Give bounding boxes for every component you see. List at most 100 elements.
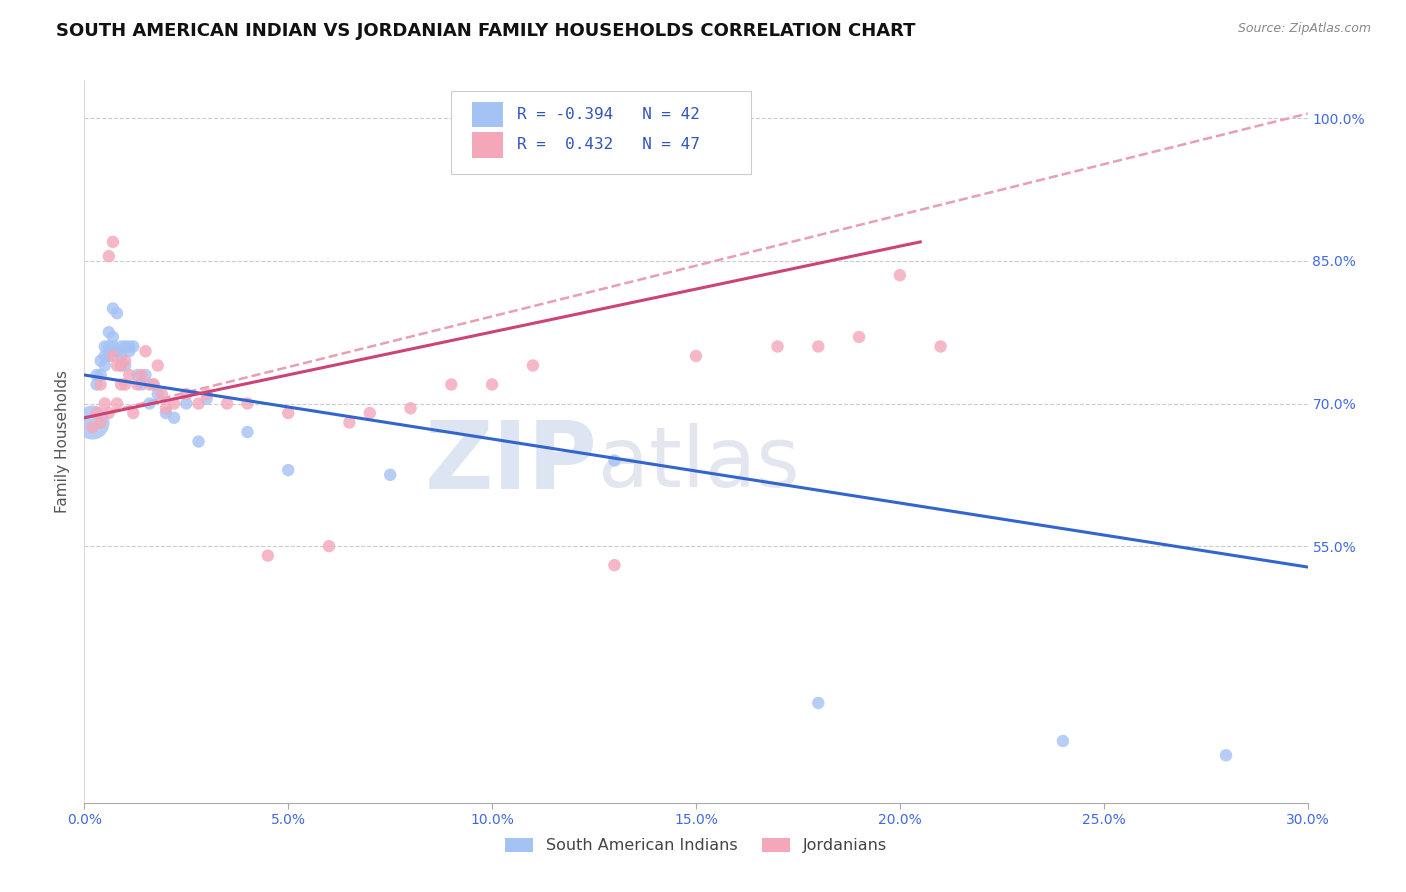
Point xyxy=(110,359,132,373)
Point xyxy=(1215,748,1237,763)
FancyBboxPatch shape xyxy=(451,91,751,174)
Point xyxy=(82,420,104,434)
Point xyxy=(339,416,361,430)
Point xyxy=(82,416,104,430)
Point xyxy=(766,339,789,353)
Point xyxy=(93,339,115,353)
Point xyxy=(110,349,132,363)
Point xyxy=(603,558,626,573)
Point xyxy=(97,339,120,353)
Point xyxy=(105,396,128,410)
Point xyxy=(481,377,503,392)
Point xyxy=(105,306,128,320)
Point xyxy=(122,406,145,420)
Point xyxy=(195,387,218,401)
Legend: South American Indians, Jordanians: South American Indians, Jordanians xyxy=(498,831,894,860)
Bar xyxy=(472,102,503,128)
Point xyxy=(138,377,160,392)
Point xyxy=(195,392,218,406)
Point xyxy=(118,368,141,382)
Point xyxy=(163,410,186,425)
Point xyxy=(318,539,340,553)
Point xyxy=(685,349,707,363)
Point xyxy=(138,396,160,410)
Text: atlas: atlas xyxy=(598,423,800,504)
Point xyxy=(127,377,149,392)
Point xyxy=(97,249,120,263)
Point xyxy=(359,406,381,420)
Point xyxy=(174,396,197,410)
Point xyxy=(118,344,141,359)
Y-axis label: Family Households: Family Households xyxy=(55,370,70,513)
Point xyxy=(257,549,280,563)
Point xyxy=(150,387,173,401)
Point xyxy=(86,406,108,420)
Text: SOUTH AMERICAN INDIAN VS JORDANIAN FAMILY HOUSEHOLDS CORRELATION CHART: SOUTH AMERICAN INDIAN VS JORDANIAN FAMIL… xyxy=(56,22,915,40)
Point xyxy=(97,325,120,339)
Point xyxy=(114,353,136,368)
Point xyxy=(110,377,132,392)
Point xyxy=(277,463,299,477)
Point xyxy=(105,359,128,373)
Text: Source: ZipAtlas.com: Source: ZipAtlas.com xyxy=(1237,22,1371,36)
Point xyxy=(146,359,169,373)
Point xyxy=(236,396,259,410)
Point xyxy=(1052,734,1074,748)
Point xyxy=(114,359,136,373)
Point xyxy=(97,406,120,420)
Point xyxy=(90,353,112,368)
Point xyxy=(142,377,165,392)
Point xyxy=(399,401,422,416)
Point xyxy=(101,339,124,353)
Text: R = -0.394   N = 42: R = -0.394 N = 42 xyxy=(517,107,700,122)
Point xyxy=(807,696,830,710)
Point xyxy=(105,344,128,359)
Point xyxy=(114,377,136,392)
Point xyxy=(90,416,112,430)
Point xyxy=(187,396,209,410)
Point xyxy=(93,349,115,363)
Point xyxy=(277,406,299,420)
Point xyxy=(122,339,145,353)
Point xyxy=(101,235,124,249)
Point xyxy=(90,368,112,382)
Point xyxy=(380,467,402,482)
Point xyxy=(93,359,115,373)
Point xyxy=(110,359,132,373)
Text: R =  0.432   N = 47: R = 0.432 N = 47 xyxy=(517,137,700,153)
Point xyxy=(155,406,177,420)
Point xyxy=(86,368,108,382)
Point xyxy=(807,339,830,353)
Point xyxy=(440,377,463,392)
Point xyxy=(93,396,115,410)
Point xyxy=(118,339,141,353)
Point xyxy=(110,339,132,353)
Point xyxy=(101,349,124,363)
Point xyxy=(142,377,165,392)
Point xyxy=(929,339,952,353)
Point xyxy=(131,377,153,392)
Point xyxy=(848,330,870,344)
Point xyxy=(522,359,544,373)
Bar xyxy=(472,132,503,158)
Point xyxy=(101,330,124,344)
Point xyxy=(163,396,186,410)
Point xyxy=(127,368,149,382)
Point xyxy=(135,344,157,359)
Point xyxy=(889,268,911,282)
Point xyxy=(187,434,209,449)
Point xyxy=(603,453,626,467)
Point xyxy=(101,301,124,316)
Point xyxy=(135,368,157,382)
Point xyxy=(131,368,153,382)
Text: ZIP: ZIP xyxy=(425,417,598,509)
Point xyxy=(155,401,177,416)
Point xyxy=(114,339,136,353)
Point xyxy=(236,425,259,439)
Point xyxy=(217,396,239,410)
Point xyxy=(97,349,120,363)
Point xyxy=(146,387,169,401)
Point xyxy=(90,377,112,392)
Point xyxy=(174,387,197,401)
Point xyxy=(86,377,108,392)
